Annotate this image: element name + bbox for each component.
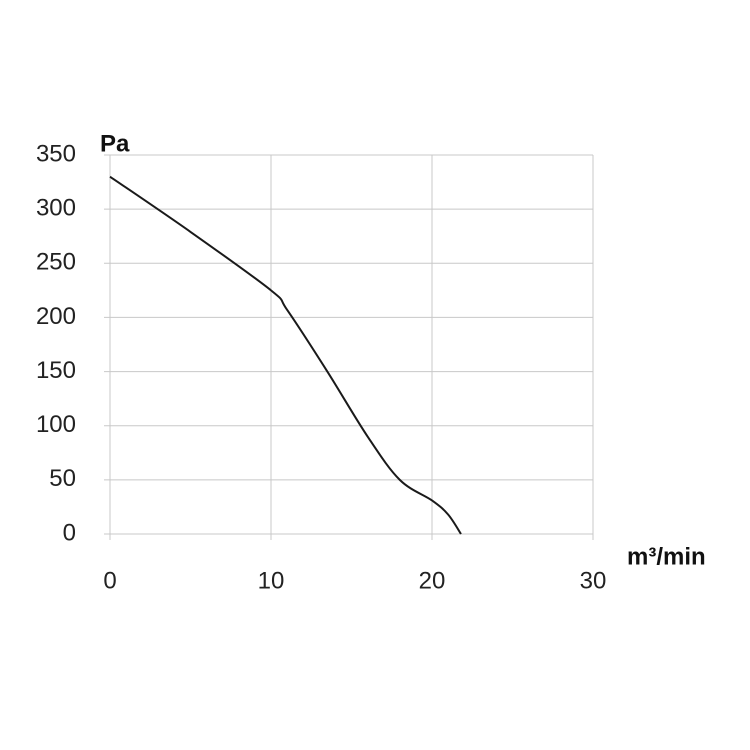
line [109, 175, 462, 535]
y-tick-label: 50 [49, 465, 76, 492]
y-tick-label: 0 [63, 519, 76, 546]
y-tick-label: 300 [36, 194, 76, 221]
y-tick-label: 150 [36, 357, 76, 384]
y-tick-label: 100 [36, 411, 76, 438]
x-axis-title: m³/min [627, 543, 706, 570]
x-tick-label: 30 [580, 567, 607, 594]
x-tick-label: 10 [258, 567, 285, 594]
y-axis-title: Pa [100, 130, 130, 157]
y-tick-label: 250 [36, 249, 76, 276]
x-tick-label: 20 [419, 567, 446, 594]
y-tick-label: 200 [36, 303, 76, 330]
x-tick-label: 0 [103, 567, 116, 594]
y-tick-label: 350 [36, 140, 76, 167]
